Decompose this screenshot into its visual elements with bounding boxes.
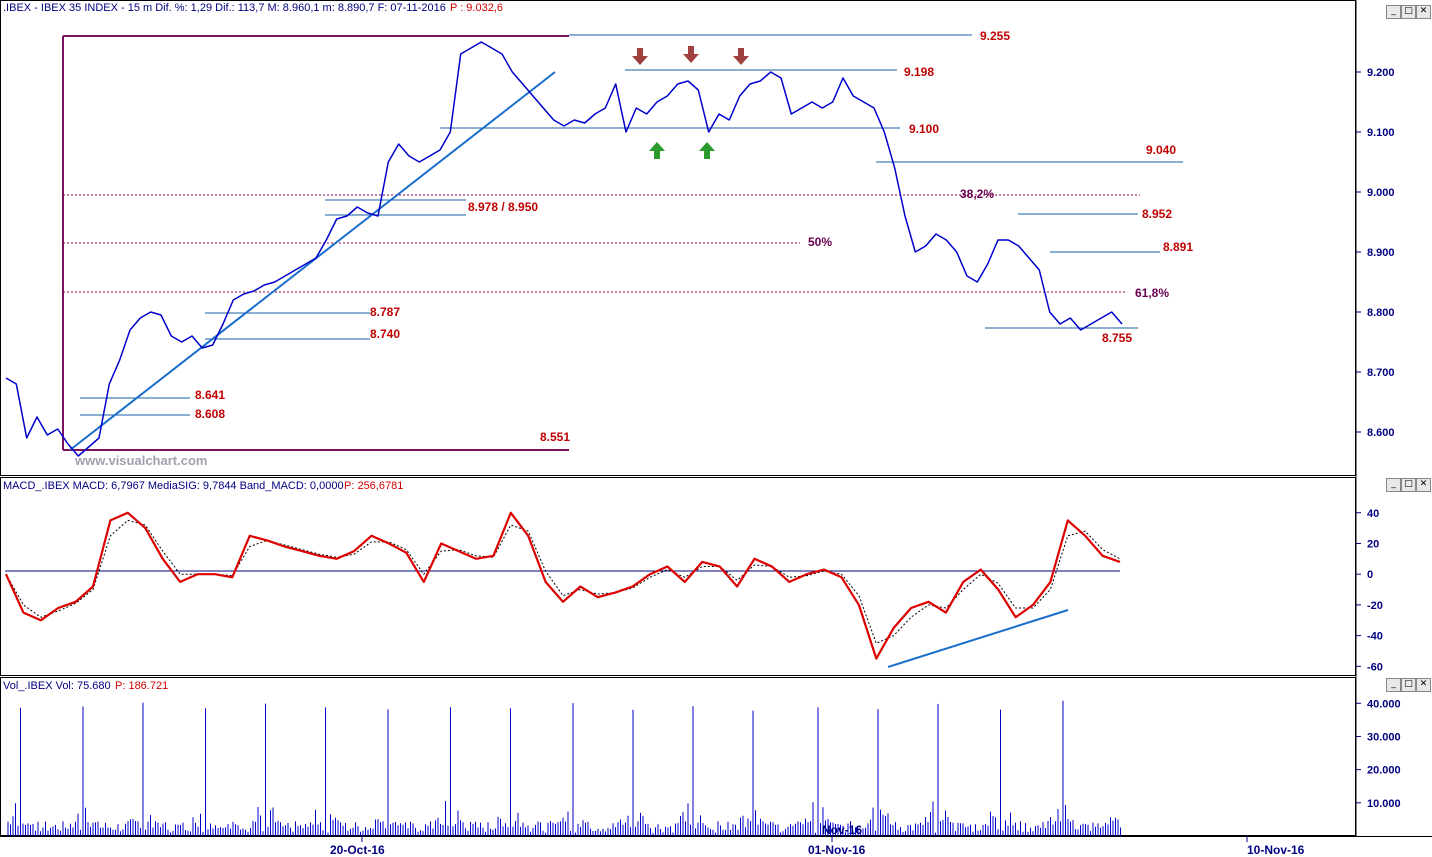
volume-panel-maximize-button[interactable]: □ <box>1401 678 1416 692</box>
level-8891: 8.891 <box>1163 240 1193 254</box>
volume-axis: 40.000 30.000 20.000 10.000 <box>1356 698 1401 810</box>
macd-header: MACD_.IBEX MACD: 6,7967 MediaSIG: 9,7844… <box>3 480 344 492</box>
volume-bars <box>7 700 1121 836</box>
volume-axis-label: 30.000 <box>1367 731 1401 743</box>
macd-panel-minimize-button[interactable]: _ <box>1386 478 1401 492</box>
arrow-up-icon <box>649 142 715 159</box>
macd-axis: 40 20 0 -20 -40 -60 <box>1356 508 1383 673</box>
price-panel-maximize-button[interactable]: □ <box>1401 5 1416 19</box>
level-8641: 8.641 <box>195 388 225 402</box>
price-panel-close-button[interactable]: ✕ <box>1416 5 1431 19</box>
price-header-p: P : 9.032,6 <box>450 2 503 14</box>
price-panel-minimize-button[interactable]: _ <box>1386 5 1401 19</box>
macd-panel-maximize-button[interactable]: □ <box>1401 478 1416 492</box>
price-panel <box>0 0 1356 476</box>
volume-header-p: P: 186.721 <box>115 680 168 692</box>
price-axis-label: 9.200 <box>1367 67 1395 79</box>
macd-axis-label: -20 <box>1367 600 1383 612</box>
macd-header-p: P: 256,6781 <box>344 480 403 492</box>
level-8755: 8.755 <box>1102 331 1132 345</box>
volume-axis-label: 20.000 <box>1367 765 1401 777</box>
macd-axis-label: 0 <box>1367 569 1373 581</box>
level-8978-8950: 8.978 / 8.950 <box>468 200 538 214</box>
macd-axis-label: 20 <box>1367 538 1379 550</box>
fib-382: 38,2% <box>960 187 994 201</box>
analysis-drawings <box>5 34 1183 668</box>
fib-618: 61,8% <box>1135 286 1169 300</box>
watermark: www.visualchart.com <box>74 453 207 468</box>
macd-axis-label: -40 <box>1367 631 1383 643</box>
price-series <box>5 41 1123 457</box>
volume-panel-close-button[interactable]: ✕ <box>1416 678 1431 692</box>
price-axis-label: 8.900 <box>1367 247 1395 259</box>
date-label-nov-inpanel: Nov-16 <box>822 823 862 837</box>
price-axis-label: 8.600 <box>1367 427 1395 439</box>
volume-panel-minimize-button[interactable]: _ <box>1386 678 1401 692</box>
date-label-10-nov: 10-Nov-16 <box>1247 843 1305 857</box>
price-axis: 9.200 9.100 9.000 8.900 8.800 8.700 8.600 <box>1356 67 1395 439</box>
price-axis-label: 9.100 <box>1367 127 1395 139</box>
macd-series <box>4 511 1121 660</box>
level-9255: 9.255 <box>980 29 1010 43</box>
arrow-down-icon <box>632 46 749 65</box>
volume-axis-label: 40.000 <box>1367 698 1401 710</box>
price-header: .IBEX - IBEX 35 INDEX - 15 m Dif. %: 1,2… <box>3 2 446 14</box>
macd-axis-label: -60 <box>1367 661 1383 673</box>
price-axis-label: 8.800 <box>1367 307 1395 319</box>
volume-axis-label: 10.000 <box>1367 798 1401 810</box>
macd-axis-label: 40 <box>1367 508 1379 520</box>
level-8740: 8.740 <box>370 327 400 341</box>
level-9100: 9.100 <box>909 122 939 136</box>
level-8608: 8.608 <box>195 407 225 421</box>
macd-signal-series <box>5 519 1121 644</box>
volume-header: Vol_.IBEX Vol: 75.680 <box>3 680 111 692</box>
date-label-01-nov: 01-Nov-16 <box>808 843 866 857</box>
volume-panel <box>0 677 1356 836</box>
price-axis-label: 9.000 <box>1367 187 1395 199</box>
price-axis-label: 8.700 <box>1367 367 1395 379</box>
fib-50: 50% <box>808 235 832 249</box>
level-8551: 8.551 <box>540 430 570 444</box>
date-label-20-oct: 20-Oct-16 <box>330 843 385 857</box>
level-9198: 9.198 <box>904 65 934 79</box>
level-8952: 8.952 <box>1142 207 1172 221</box>
level-9040: 9.040 <box>1146 143 1176 157</box>
level-8787: 8.787 <box>370 305 400 319</box>
macd-panel-close-button[interactable]: ✕ <box>1416 478 1431 492</box>
